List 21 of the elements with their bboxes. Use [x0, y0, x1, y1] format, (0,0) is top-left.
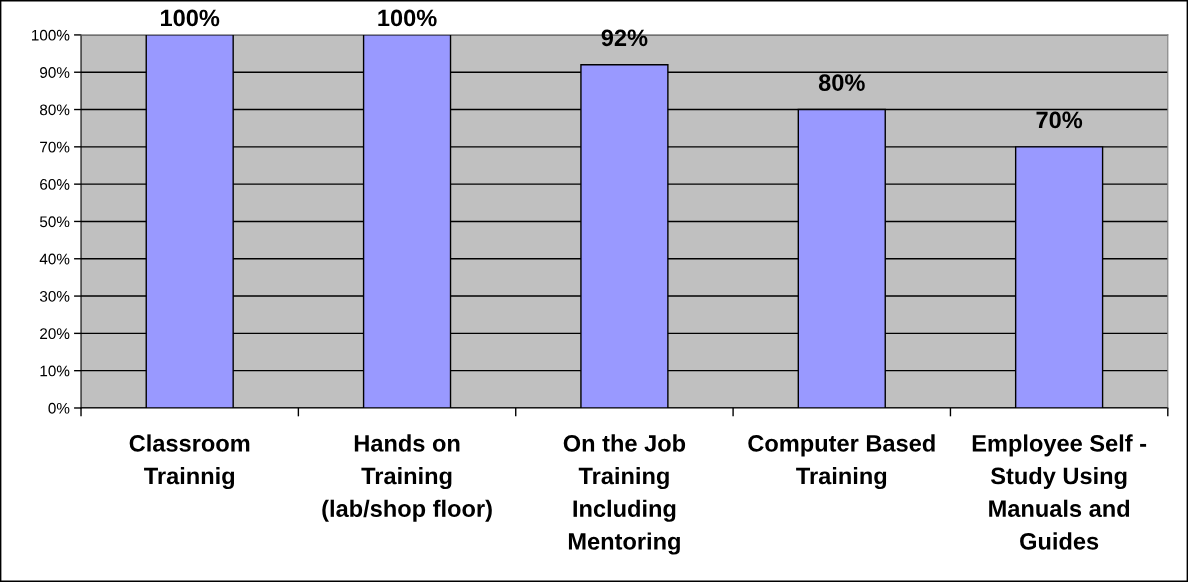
data-label: 80% — [818, 74, 865, 91]
x-tick-label: On the Job Training Including Mentoring — [563, 434, 686, 555]
x-tick-label: Employee Self - Study Using Manuals and Guides — [972, 434, 1147, 550]
x-tick-label: Hands on Training (lab/shop floor) — [322, 434, 492, 522]
data-label: 70% — [1036, 111, 1083, 129]
data-label: 100% — [160, 9, 220, 27]
y-tick-label: 10% — [40, 365, 70, 377]
y-tick-label: 40% — [39, 253, 70, 265]
data-label: 100% — [378, 9, 437, 27]
y-tick-label: 90% — [40, 67, 70, 78]
data-label: 92% — [601, 29, 648, 47]
x-tick-label: Computer Based Training — [748, 434, 935, 490]
y-tick-label: 60% — [40, 179, 70, 190]
x-tick-label: Classroom Trainnig — [129, 434, 250, 490]
y-tick-label: 30% — [39, 290, 70, 302]
y-tick-label: 20% — [40, 328, 70, 340]
y-tick-label: 0% — [48, 402, 70, 414]
y-tick-label: 50% — [39, 216, 70, 228]
y-tick-label: 70% — [40, 141, 70, 153]
y-tick-label: 80% — [40, 104, 70, 116]
y-tick-label: 100% — [32, 29, 70, 41]
